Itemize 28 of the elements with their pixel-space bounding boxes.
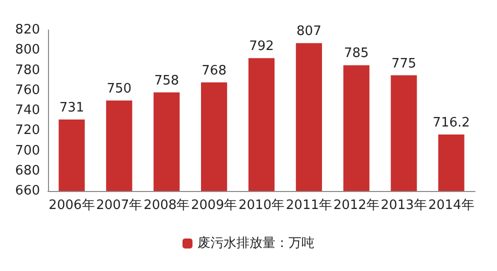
data-label: 768 [202, 63, 226, 78]
y-tick-label: 720 [15, 123, 40, 138]
y-tick-label: 820 [15, 22, 40, 38]
x-tick-label: 2014年 [428, 198, 474, 213]
y-tick-label: 800 [15, 42, 40, 58]
legend-label: 废污水排放量：万吨 [198, 236, 314, 251]
y-tick-label: 780 [15, 62, 40, 78]
x-tick-label: 2009年 [191, 198, 238, 213]
data-label: 775 [391, 56, 416, 72]
y-tick-label: 660 [15, 184, 40, 198]
x-tick-label: 2013年 [380, 198, 427, 213]
y-tick-label: 740 [15, 103, 40, 118]
x-tick-label: 2006年 [48, 198, 95, 213]
data-label: 750 [106, 81, 132, 96]
y-tick-label: 700 [15, 143, 40, 158]
x-tick-label: 2007年 [96, 198, 142, 213]
data-label: 758 [154, 73, 180, 88]
y-tick-label: 760 [15, 82, 40, 98]
data-label: 792 [249, 39, 274, 54]
y-tick-label: 680 [15, 163, 40, 178]
data-label: 785 [344, 46, 369, 62]
data-label: 731 [59, 100, 84, 116]
data-label: 716.2 [432, 115, 470, 130]
x-tick-label: 2010年 [238, 198, 285, 213]
x-tick-label: 2012年 [333, 198, 380, 213]
x-tick-label: 2011年 [286, 198, 332, 213]
x-tick-label: 2008年 [144, 198, 190, 213]
data-label: 807 [296, 24, 322, 40]
